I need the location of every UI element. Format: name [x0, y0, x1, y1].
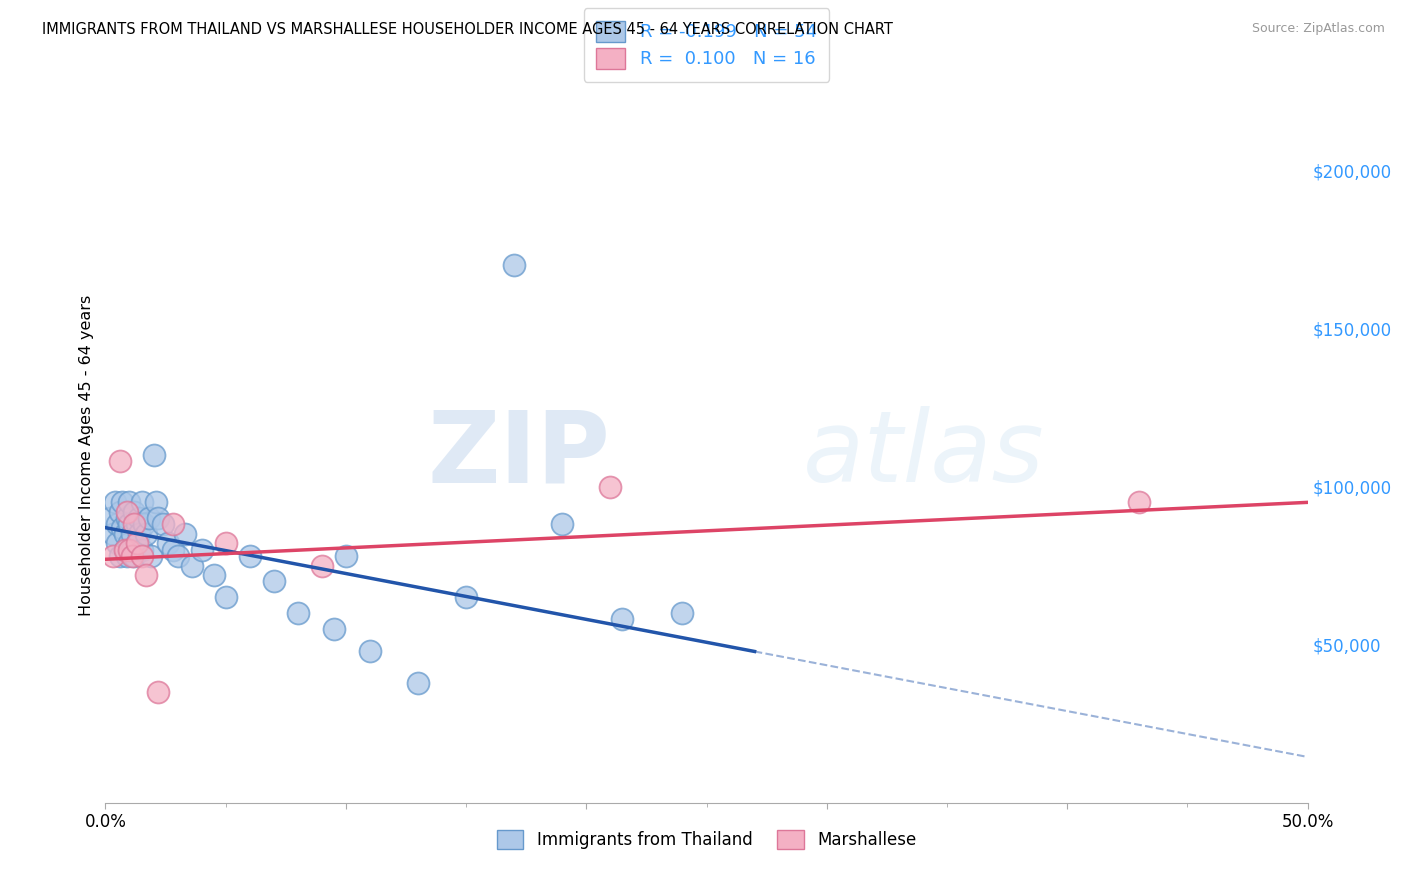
Point [101, 527, 124, 541]
Point [551, 517, 574, 532]
Text: ZIP: ZIP [427, 407, 610, 503]
Point [118, 495, 141, 509]
Point [115, 505, 138, 519]
Point [118, 542, 141, 557]
Point [128, 527, 150, 541]
Point [125, 536, 148, 550]
Text: IMMIGRANTS FROM THAILAND VS MARSHALLESE HOUSEHOLDER INCOME AGES 45 - 64 YEARS CO: IMMIGRANTS FROM THAILAND VS MARSHALLESE … [42, 22, 893, 37]
Point [115, 511, 138, 525]
Point [139, 549, 162, 563]
Point [239, 549, 262, 563]
Point [101, 549, 124, 563]
Point [406, 675, 429, 690]
Point [263, 574, 285, 589]
Point [118, 517, 141, 532]
Point [454, 591, 477, 605]
Point [107, 536, 129, 550]
Point [335, 549, 357, 563]
Point [98, 511, 121, 525]
Legend: Immigrants from Thailand, Marshallese: Immigrants from Thailand, Marshallese [485, 818, 928, 861]
Point [131, 542, 153, 557]
Point [132, 517, 155, 532]
Point [148, 511, 170, 525]
Point [1128, 495, 1150, 509]
Point [108, 454, 131, 468]
Point [142, 448, 165, 462]
Text: Source: ZipAtlas.com: Source: ZipAtlas.com [1251, 22, 1385, 36]
Point [108, 505, 131, 519]
Point [107, 517, 129, 532]
Point [124, 549, 146, 563]
Point [311, 558, 333, 573]
Point [104, 495, 127, 509]
Point [131, 495, 153, 509]
Point [114, 527, 136, 541]
Point [671, 606, 693, 620]
Point [152, 517, 174, 532]
Point [121, 527, 143, 541]
Point [214, 536, 236, 550]
Point [121, 549, 143, 563]
Point [125, 536, 148, 550]
Point [181, 558, 204, 573]
Point [138, 511, 160, 525]
Point [148, 685, 170, 699]
Text: atlas: atlas [803, 407, 1045, 503]
Point [111, 495, 134, 509]
Point [121, 542, 143, 557]
Point [124, 505, 146, 519]
Point [131, 549, 153, 563]
Point [173, 527, 195, 541]
Point [359, 644, 381, 658]
Point [145, 495, 167, 509]
Point [166, 549, 188, 563]
Point [287, 606, 309, 620]
Point [118, 536, 141, 550]
Point [135, 568, 157, 582]
Y-axis label: Householder Income Ages 45 - 64 years: Householder Income Ages 45 - 64 years [79, 294, 94, 615]
Point [108, 549, 131, 563]
Point [156, 536, 179, 550]
Point [124, 517, 146, 532]
Point [162, 542, 184, 557]
Point [190, 542, 212, 557]
Point [503, 258, 526, 272]
Point [125, 517, 148, 532]
Point [599, 479, 621, 493]
Point [111, 521, 134, 535]
Point [115, 549, 138, 563]
Point [135, 527, 157, 541]
Point [612, 612, 634, 626]
Point [162, 517, 184, 532]
Point [114, 542, 136, 557]
Point [214, 591, 236, 605]
Point [322, 622, 344, 636]
Point [202, 568, 225, 582]
Point [114, 542, 136, 557]
Point [128, 511, 150, 525]
